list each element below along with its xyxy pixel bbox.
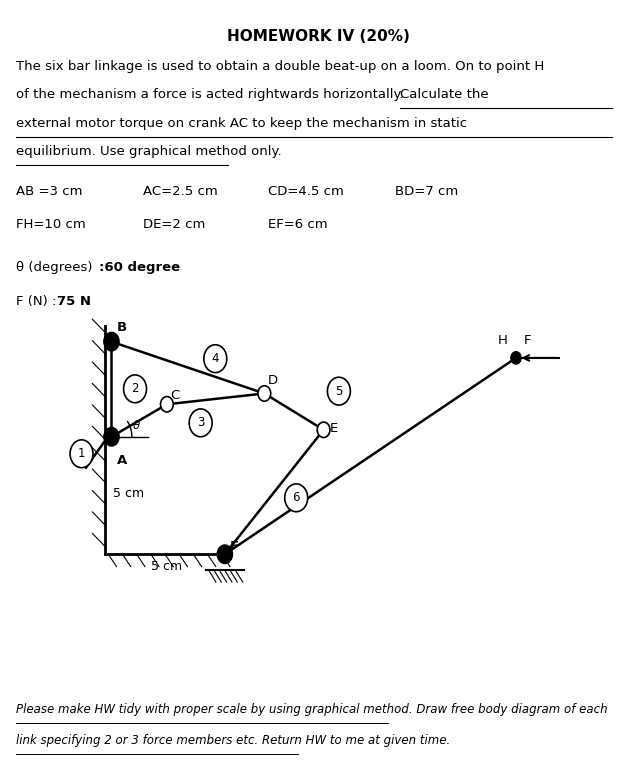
Text: CD=4.5 cm: CD=4.5 cm <box>268 186 343 199</box>
Text: F: F <box>524 334 531 347</box>
Circle shape <box>285 484 308 512</box>
Text: H: H <box>498 334 508 347</box>
Text: :60 degree: :60 degree <box>99 261 180 274</box>
Text: θ (degrees): θ (degrees) <box>16 261 101 274</box>
Text: D: D <box>268 374 278 387</box>
Text: F: F <box>230 540 239 553</box>
Text: 75 N: 75 N <box>57 295 91 308</box>
Text: 1: 1 <box>78 448 85 460</box>
Text: F (N) :: F (N) : <box>16 295 61 308</box>
Text: Calculate the: Calculate the <box>400 88 489 101</box>
Circle shape <box>327 377 350 405</box>
Text: 2: 2 <box>131 383 139 395</box>
Text: B: B <box>117 321 127 334</box>
Circle shape <box>204 345 227 373</box>
Text: 5 cm: 5 cm <box>151 560 182 574</box>
Text: C: C <box>171 389 180 402</box>
Text: equilibrium. Use graphical method only.: equilibrium. Use graphical method only. <box>16 145 282 158</box>
Text: link specifying 2 or 3 force members etc. Return HW to me at given time.: link specifying 2 or 3 force members etc… <box>16 734 450 747</box>
Circle shape <box>217 545 233 564</box>
Circle shape <box>161 397 173 412</box>
Text: A: A <box>117 454 127 467</box>
Text: 6: 6 <box>292 492 300 504</box>
Text: 5 cm: 5 cm <box>113 487 145 499</box>
Text: θ: θ <box>132 419 140 432</box>
Text: of the mechanism a force is acted rightwards horizontally.: of the mechanism a force is acted rightw… <box>16 88 412 101</box>
Circle shape <box>124 375 147 403</box>
Circle shape <box>104 332 119 351</box>
Text: external motor torque on crank AC to keep the mechanism in static: external motor torque on crank AC to kee… <box>16 117 467 130</box>
Text: FH=10 cm: FH=10 cm <box>16 218 85 231</box>
Circle shape <box>70 440 93 468</box>
Text: E: E <box>330 422 338 434</box>
Text: The six bar linkage is used to obtain a double beat-up on a loom. On to point H: The six bar linkage is used to obtain a … <box>16 60 544 73</box>
Text: HOMEWORK IV (20%): HOMEWORK IV (20%) <box>227 29 410 44</box>
Text: 4: 4 <box>211 352 219 365</box>
Circle shape <box>104 427 119 446</box>
Circle shape <box>189 409 212 437</box>
Text: 3: 3 <box>197 417 204 429</box>
Text: 5: 5 <box>335 385 343 397</box>
Text: AC=2.5 cm: AC=2.5 cm <box>143 186 218 199</box>
Circle shape <box>511 352 521 364</box>
Circle shape <box>258 386 271 401</box>
Text: EF=6 cm: EF=6 cm <box>268 218 327 231</box>
Text: BD=7 cm: BD=7 cm <box>395 186 458 199</box>
Text: Please make HW tidy with proper scale by using graphical method. Draw free body : Please make HW tidy with proper scale by… <box>16 703 608 717</box>
Circle shape <box>317 422 330 438</box>
Text: AB =3 cm: AB =3 cm <box>16 186 82 199</box>
Text: DE=2 cm: DE=2 cm <box>143 218 206 231</box>
